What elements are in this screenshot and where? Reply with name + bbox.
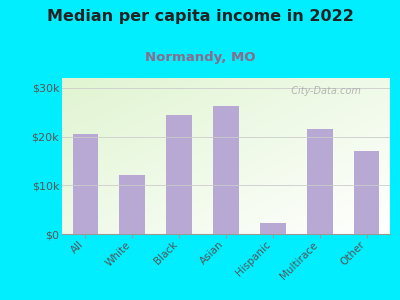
Text: City-Data.com: City-Data.com	[285, 86, 361, 96]
Bar	[120, 175, 145, 234]
Text: Normandy, MO: Normandy, MO	[145, 51, 255, 64]
Bar	[307, 129, 332, 234]
Bar	[166, 115, 192, 234]
Bar	[213, 106, 239, 234]
Text: Median per capita income in 2022: Median per capita income in 2022	[46, 9, 354, 24]
Bar	[260, 223, 286, 234]
Bar	[72, 134, 98, 234]
Bar	[354, 151, 380, 234]
